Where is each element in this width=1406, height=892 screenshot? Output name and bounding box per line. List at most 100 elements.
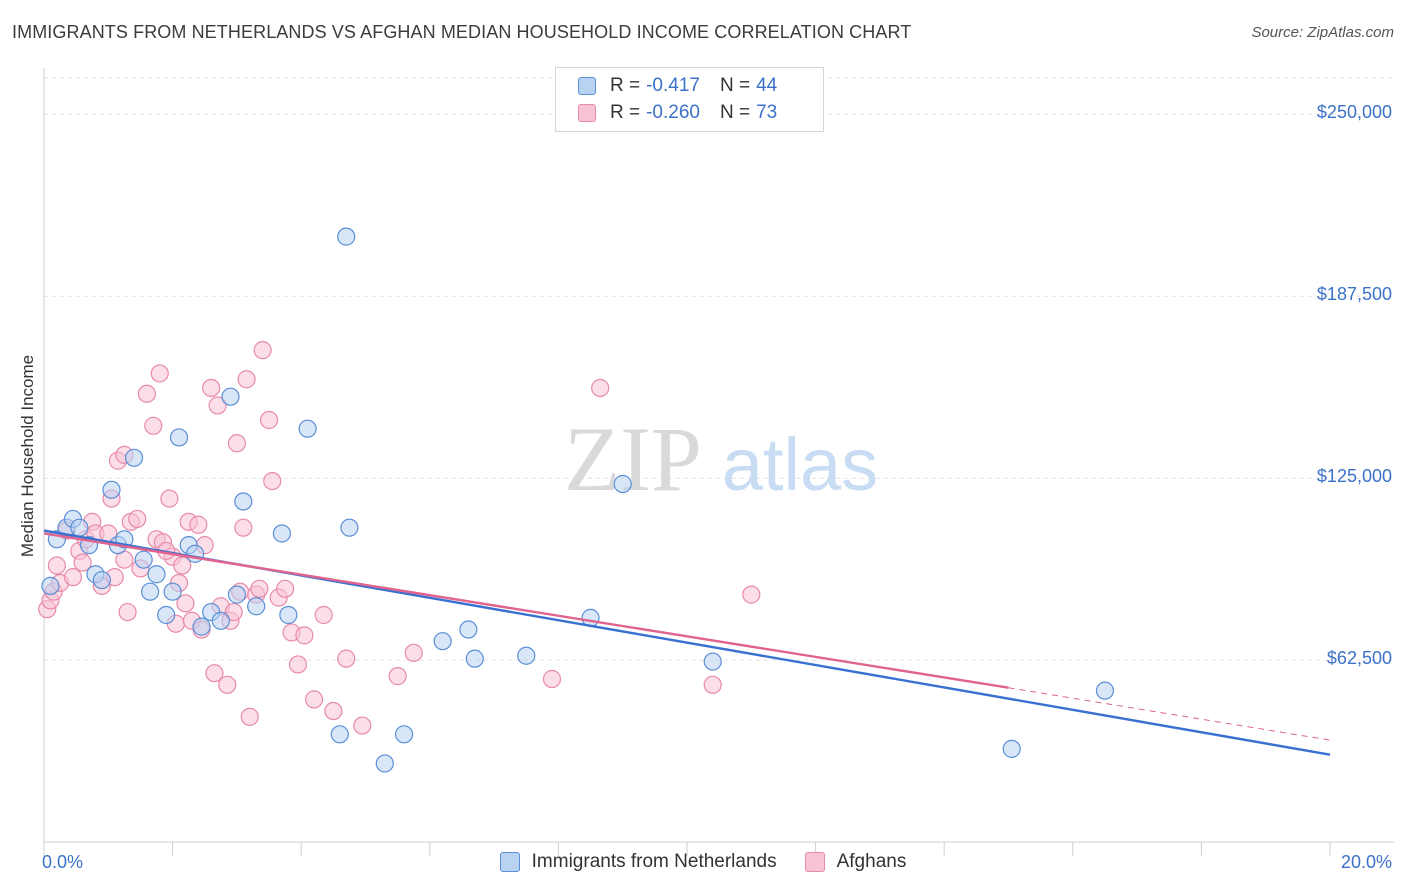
series-legend: Immigrants from Netherlands Afghans [0,851,1406,873]
netherlands-point-37 [517,646,536,665]
legend-swatch-pink [578,104,596,122]
afghans-point-53 [295,626,314,645]
afghans-point-68 [224,602,243,622]
netherlands-point-21 [211,611,230,630]
afghans-point-44 [240,707,259,726]
legend-item-afghans: Afghans [804,851,906,873]
afghans-point-21 [144,416,163,435]
series-afghans [38,341,761,735]
legend-item-netherlands: Immigrants from Netherlands [499,851,777,873]
legend-r-label: R = [610,102,641,123]
netherlands-point-22 [221,387,240,406]
chart-title: IMMIGRANTS FROM NETHERLANDS VS AFGHAN ME… [12,22,912,42]
netherlands-point-33 [394,725,414,744]
netherlands-point-41 [1002,739,1021,758]
afghans-point-25 [160,489,179,508]
watermark-zip: ZIP [564,408,702,510]
legend-n-label: N = [719,102,751,123]
afghans-point-52 [288,655,308,674]
afghans-point-43 [237,370,256,389]
netherlands-point-35 [459,620,478,639]
afghans-point-5 [63,568,83,587]
netherlands-point-23 [227,585,246,604]
netherlands-point-19 [192,617,211,636]
source-label: Source: ZipAtlas.com [1251,24,1394,41]
afghans-point-61 [542,669,562,689]
legend-swatch-blue [499,852,520,872]
legend-r-label: R = [610,75,641,96]
netherlands-point-36 [465,649,484,668]
legend-r-value: -0.260 [646,102,700,123]
netherlands-point-28 [298,419,317,438]
afghans-point-65 [47,556,66,575]
netherlands-point-3 [70,518,89,537]
netherlands-point-43 [41,576,60,595]
netherlands-point-32 [375,754,394,773]
x-tick-label-min: 0.0% [42,852,84,872]
legend-swatch-pink [804,852,825,872]
afghans-point-32 [189,515,208,534]
netherlands-point-12 [140,582,160,601]
legend-n-value: 44 [756,75,778,96]
y-axis-label: Median Household Income [18,354,37,558]
watermark-atlas: atlas [722,423,878,506]
axes [43,68,1394,856]
grid-lines [44,77,1394,661]
afghans-point-70 [73,553,92,572]
afghans-point-47 [259,410,279,430]
afghans-point-58 [353,716,372,735]
x-tick-label-max: 20.0% [1340,852,1392,872]
watermark: ZIP atlas [564,408,878,510]
legend-n-label: N = [719,75,751,96]
afghans-point-36 [208,396,227,415]
afghans-point-54 [304,690,324,709]
series-netherlands [41,227,1115,773]
afghans-point-20 [137,384,156,403]
netherlands-point-10 [124,448,144,467]
netherlands-point-30 [337,227,356,246]
trendline-2 [1008,687,1331,741]
afghans-point-60 [404,643,423,662]
afghans-point-55 [314,605,333,625]
afghans-point-50 [276,579,295,598]
netherlands-point-15 [163,582,182,601]
afghans-point-63 [703,675,722,694]
correlation-legend: R = -0.417 N = 44 R = -0.260 N = 73 [555,67,824,132]
afghans-point-59 [388,667,407,686]
afghans-point-64 [742,585,761,604]
trendline-1 [43,532,1009,689]
netherlands-point-16 [169,428,189,447]
afghans-point-23 [150,364,169,383]
netherlands-point-14 [157,605,176,625]
netherlands-point-25 [247,597,266,616]
afghans-point-16 [118,602,137,622]
legend-swatch-blue [578,77,596,95]
netherlands-point-40 [703,652,722,671]
netherlands-point-13 [147,565,166,584]
netherlands-point-42 [1095,681,1115,700]
netherlands-point-39 [613,474,632,494]
afghans-point-56 [324,701,343,721]
netherlands-point-7 [102,480,121,499]
afghans-point-38 [218,675,237,694]
netherlands-point-11 [134,550,153,569]
afghans-point-48 [263,472,282,491]
legend-n-value: 73 [756,102,778,123]
netherlands-point-34 [433,632,452,651]
legend-label-netherlands: Immigrants from Netherlands [531,851,777,872]
afghans-point-28 [173,556,192,575]
netherlands-point-31 [340,518,359,537]
legend-row-netherlands: R = -0.417 N = 44 [578,74,777,98]
netherlands-point-24 [234,492,253,511]
y-tick-label-1: $125,000 [1316,466,1392,487]
netherlands-point-29 [330,725,349,744]
netherlands-point-6 [92,570,111,590]
y-tick-label-3: $250,000 [1316,102,1392,123]
afghans-point-40 [227,434,246,453]
trendlines [43,529,1331,756]
y-tick-label-0: $62,500 [1326,648,1392,669]
legend-row-afghans: R = -0.260 N = 73 [578,101,777,125]
afghans-point-18 [128,509,147,529]
netherlands-point-26 [272,524,292,543]
